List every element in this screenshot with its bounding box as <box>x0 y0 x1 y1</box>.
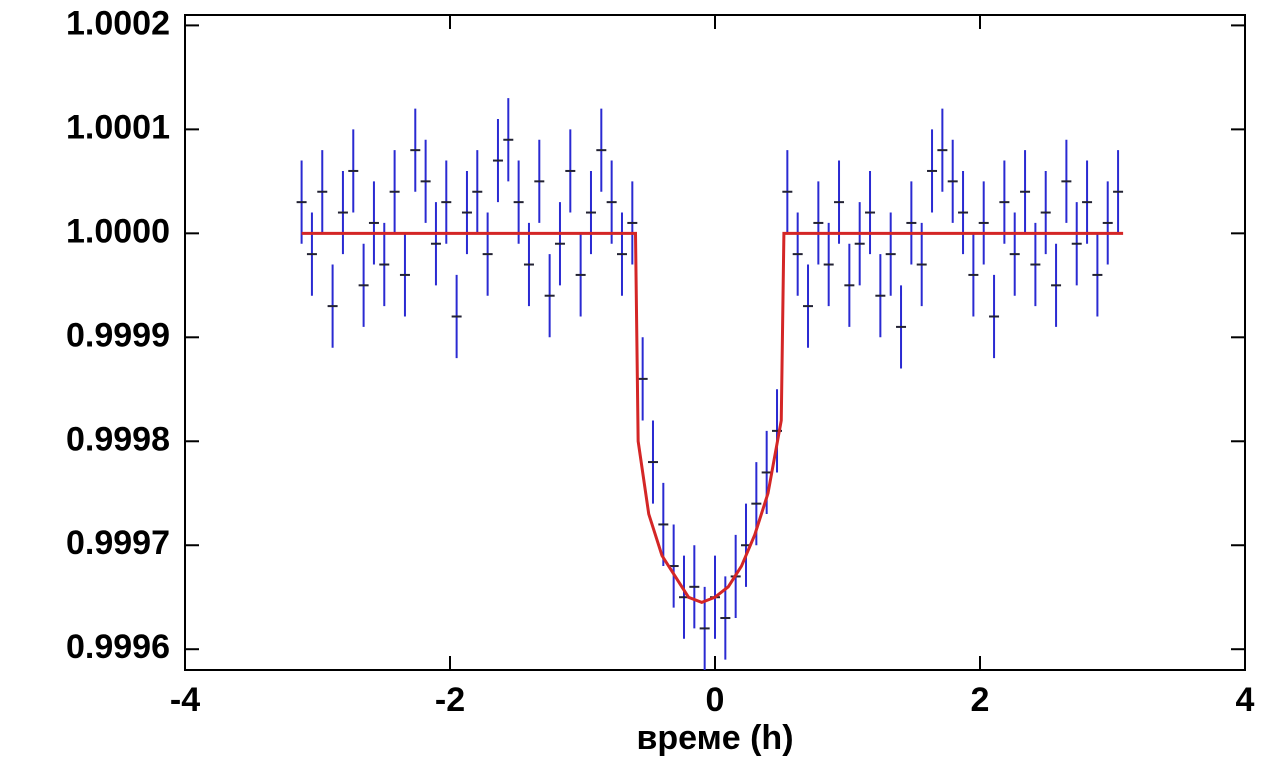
x-tick-label: 0 <box>706 681 725 719</box>
y-tick-label: 0.9999 <box>66 316 170 354</box>
model-line <box>301 231 1124 605</box>
y-tick-label: 1.0002 <box>66 4 170 42</box>
x-axis-label: време (h) <box>636 719 793 757</box>
y-tick-label: 0.9996 <box>66 628 170 666</box>
y-tick-label: 1.0001 <box>66 108 170 146</box>
x-tick-label: 2 <box>971 681 990 719</box>
y-tick-label: 0.9998 <box>66 420 170 458</box>
y-tick-label: 0.9997 <box>66 524 170 562</box>
y-tick-label: 1.0000 <box>66 212 170 250</box>
x-tick-label: 4 <box>1236 681 1255 719</box>
x-tick-label: -2 <box>435 681 465 719</box>
x-tick-label: -4 <box>170 681 200 719</box>
